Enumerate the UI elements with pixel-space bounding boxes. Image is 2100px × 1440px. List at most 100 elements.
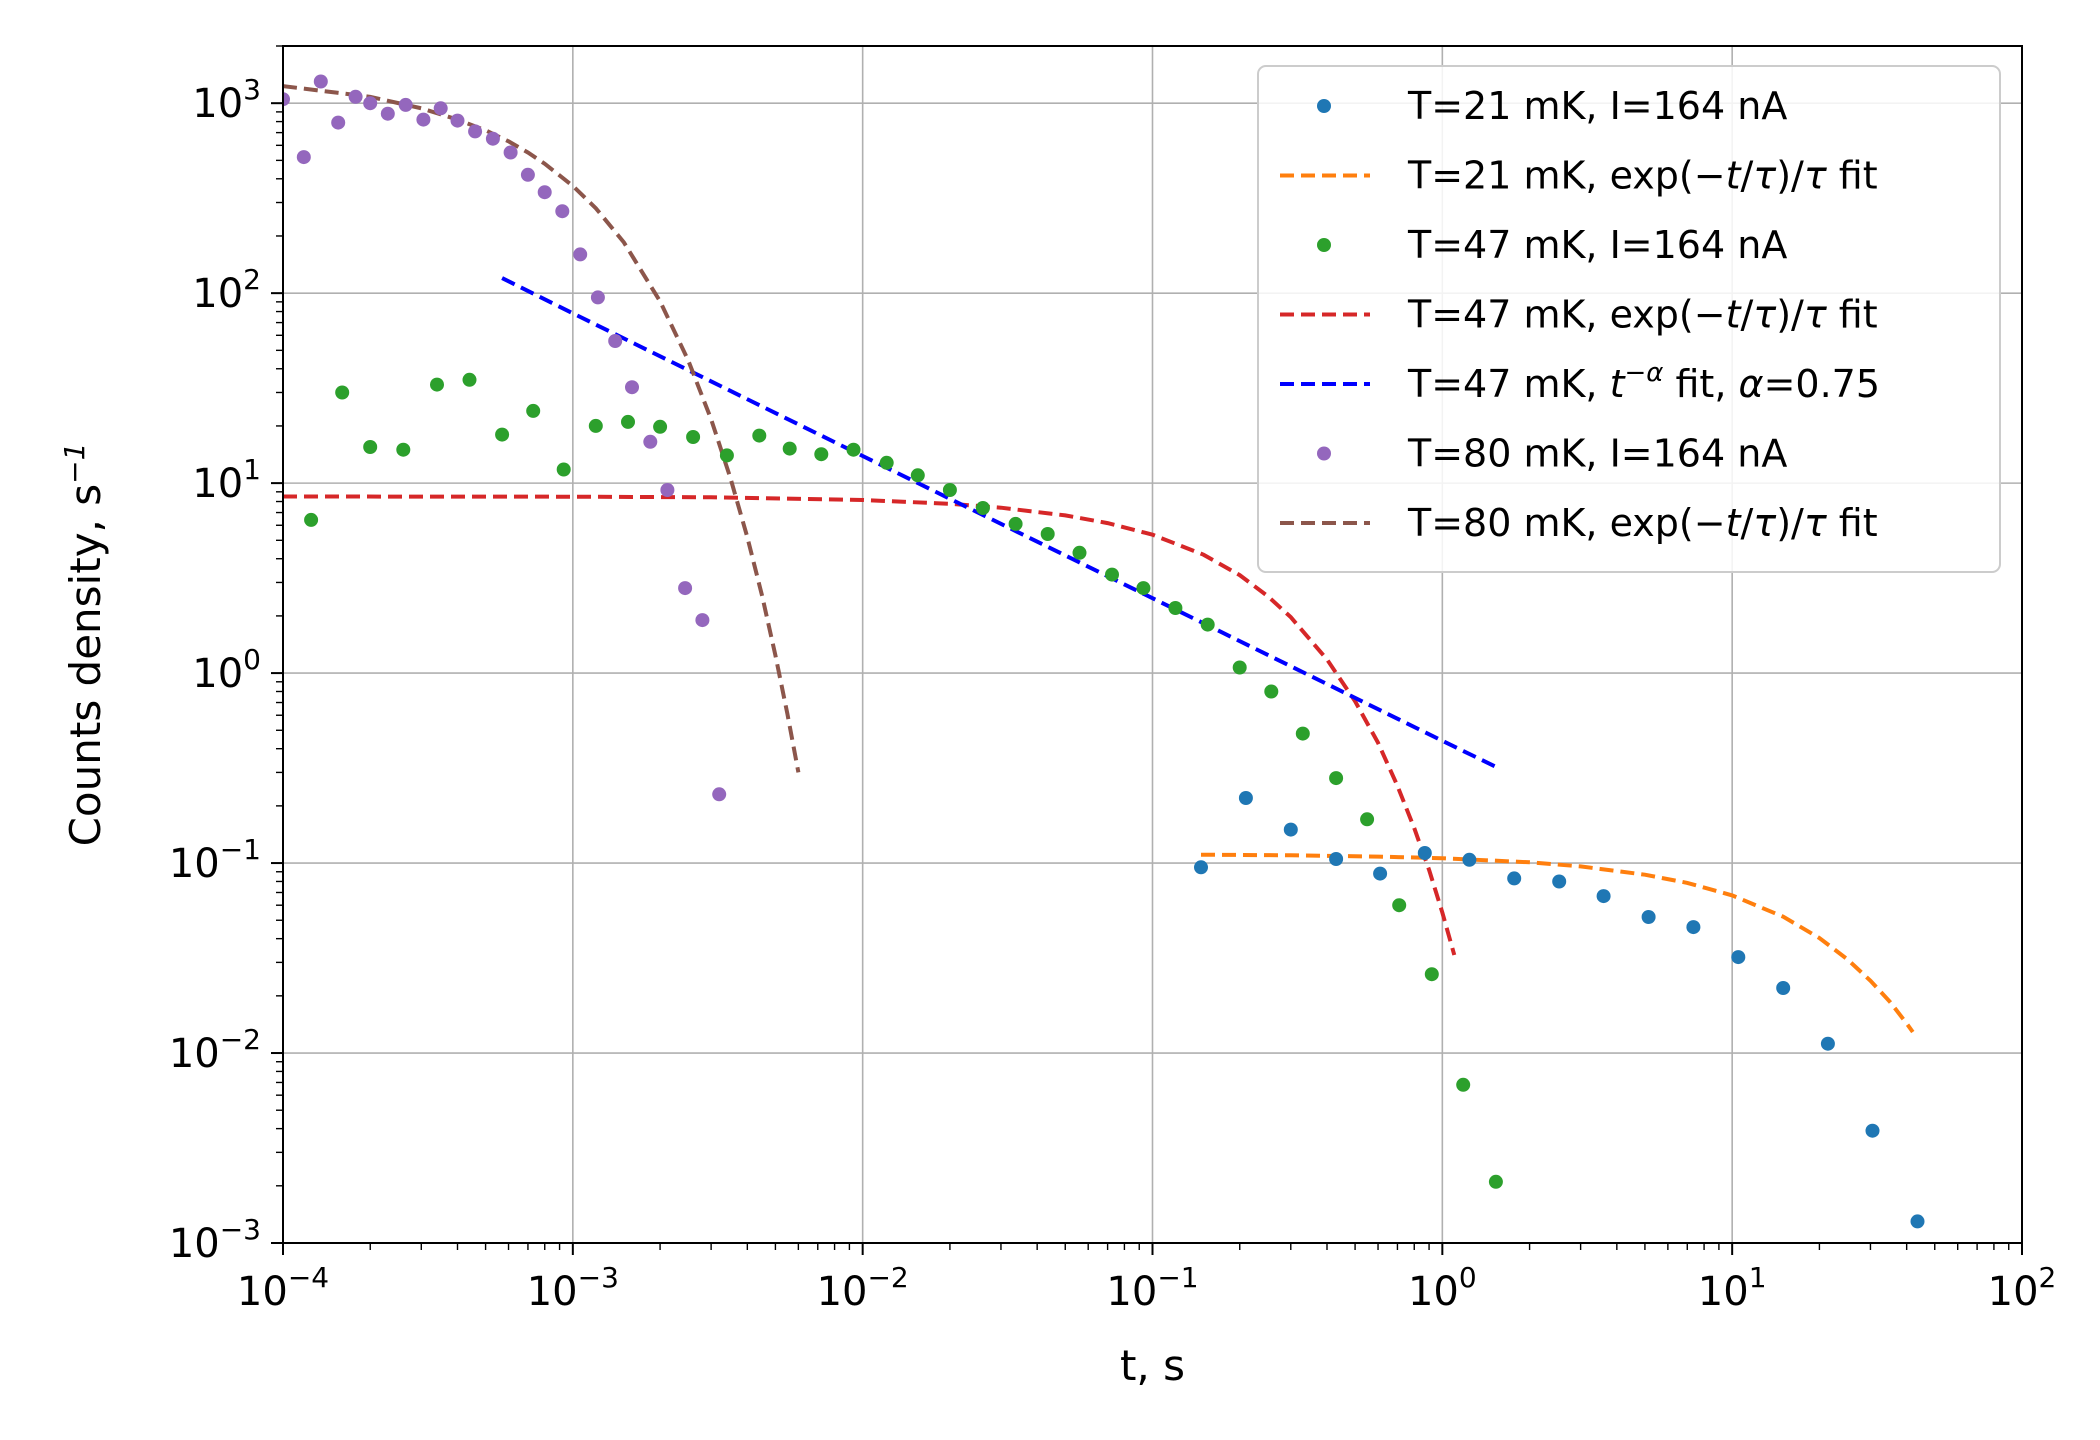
y-axis-title-text: Counts density, s — [61, 484, 110, 847]
y-tick-base: 10 — [192, 461, 243, 507]
data-point — [468, 124, 483, 139]
data-point — [1776, 981, 1791, 995]
legend-label-part: fit, — [1663, 362, 1738, 406]
data-point — [433, 101, 448, 116]
y-tick-exponent: −2 — [220, 1023, 261, 1056]
data-point — [503, 145, 518, 160]
data-point — [430, 377, 444, 392]
data-point — [1072, 545, 1087, 560]
data-point — [1417, 846, 1432, 860]
data-point — [695, 613, 710, 628]
legend-label-part: )/ — [1776, 154, 1804, 198]
x-tick-exponent: 1 — [1749, 1261, 1767, 1294]
data-point — [1008, 516, 1023, 531]
series-points-5 — [283, 74, 727, 802]
legend-marker — [1317, 238, 1331, 252]
legend-label-part: t — [1726, 293, 1743, 337]
x-tick-exponent: −2 — [867, 1261, 908, 1294]
data-point — [686, 430, 701, 444]
data-point — [1731, 950, 1746, 965]
data-point — [608, 334, 623, 348]
series-line-1 — [1200, 852, 1915, 1034]
x-tick-exponent: 0 — [1459, 1261, 1477, 1294]
legend-entry: T=47 mK, t−α fit, α=0.75 — [1280, 358, 1880, 406]
legend-marker — [1317, 446, 1331, 461]
x-tick-label: 100 — [1408, 1261, 1477, 1315]
data-point — [348, 89, 363, 104]
x-tick-base: 10 — [817, 1269, 868, 1315]
data-point — [1686, 920, 1701, 935]
x-tick-label: 102 — [1988, 1261, 2057, 1315]
data-point — [335, 385, 350, 400]
data-point — [621, 414, 635, 429]
data-point — [643, 434, 658, 449]
legend-label: T=47 mK, exp(−t/τ)/τ fit — [1407, 293, 1878, 337]
legend-entry: T=47 mK, exp(−t/τ)/τ fit — [1280, 293, 1878, 337]
data-point — [573, 247, 588, 262]
data-point — [1641, 910, 1656, 924]
data-point — [416, 112, 431, 127]
series-line-6 — [283, 84, 801, 773]
x-tick-exponent: −3 — [578, 1261, 619, 1294]
series-line-4 — [501, 276, 1499, 770]
data-point — [1392, 898, 1407, 913]
legend-box — [1257, 65, 2001, 573]
legend-label-part: τ — [1753, 501, 1777, 545]
data-point — [555, 204, 570, 219]
y-tick-label: 100 — [192, 643, 261, 697]
legend-label-part: / — [1740, 293, 1753, 337]
data-point — [590, 290, 605, 305]
legend-label-part: T=47 mK, exp(− — [1407, 293, 1726, 337]
legend-label-part: T=21 mK, exp(− — [1407, 154, 1726, 198]
y-tick-exponent: 3 — [243, 73, 261, 106]
data-point — [296, 150, 311, 165]
x-tick-exponent: −1 — [1157, 1261, 1198, 1294]
y-tick-base: 10 — [169, 1031, 220, 1077]
legend-label-part: T=80 mK, exp(− — [1407, 501, 1726, 545]
y-tick-label: 10−2 — [169, 1023, 261, 1077]
data-point — [1596, 889, 1611, 904]
y-tick-base: 10 — [169, 841, 220, 887]
x-tick-exponent: 2 — [2039, 1261, 2057, 1294]
legend-label-part: t — [1726, 154, 1743, 198]
x-tick-base: 10 — [1988, 1269, 2039, 1315]
data-point — [304, 512, 319, 527]
data-point — [1232, 660, 1247, 675]
legend-label-part: / — [1740, 154, 1753, 198]
plot-series — [283, 74, 1925, 1229]
legend-label-part: )/ — [1776, 293, 1804, 337]
data-point — [462, 372, 477, 387]
x-tick-base: 10 — [1106, 1269, 1157, 1315]
data-point — [526, 403, 541, 418]
legend-label: T=21 mK, exp(−t/τ)/τ fit — [1407, 154, 1878, 198]
legend-label-part: / — [1740, 501, 1753, 545]
y-tick-base: 10 — [192, 271, 243, 317]
legend-label-part: α — [1739, 362, 1764, 406]
legend-label-part: τ — [1804, 154, 1828, 198]
legend-entry: T=80 mK, exp(−t/τ)/τ fit — [1280, 501, 1878, 545]
legend-label-part: t — [1726, 501, 1743, 545]
series-points-0 — [1194, 791, 1925, 1229]
x-tick-base: 10 — [527, 1269, 578, 1315]
legend-marker — [1317, 99, 1331, 113]
legend-label: T=47 mK, t−α fit, α=0.75 — [1407, 358, 1880, 406]
data-point — [380, 106, 395, 121]
data-point — [782, 441, 797, 456]
data-point — [879, 455, 894, 470]
data-point — [485, 131, 500, 146]
y-tick-label: 10−3 — [169, 1213, 261, 1267]
data-point — [1373, 866, 1388, 881]
data-point — [398, 97, 413, 112]
x-tick-base: 10 — [1698, 1269, 1749, 1315]
data-point — [450, 113, 465, 128]
legend-label-part: T=47 mK, — [1407, 362, 1610, 406]
data-point — [363, 96, 378, 111]
legend-label-part: =0.75 — [1764, 362, 1880, 406]
data-point — [1552, 874, 1567, 889]
legend-entry: T=80 mK, I=164 nA — [1317, 432, 1787, 476]
legend-label-part: )/ — [1776, 501, 1804, 545]
data-point — [1136, 581, 1151, 596]
data-point — [556, 462, 571, 477]
data-point — [1865, 1123, 1880, 1138]
